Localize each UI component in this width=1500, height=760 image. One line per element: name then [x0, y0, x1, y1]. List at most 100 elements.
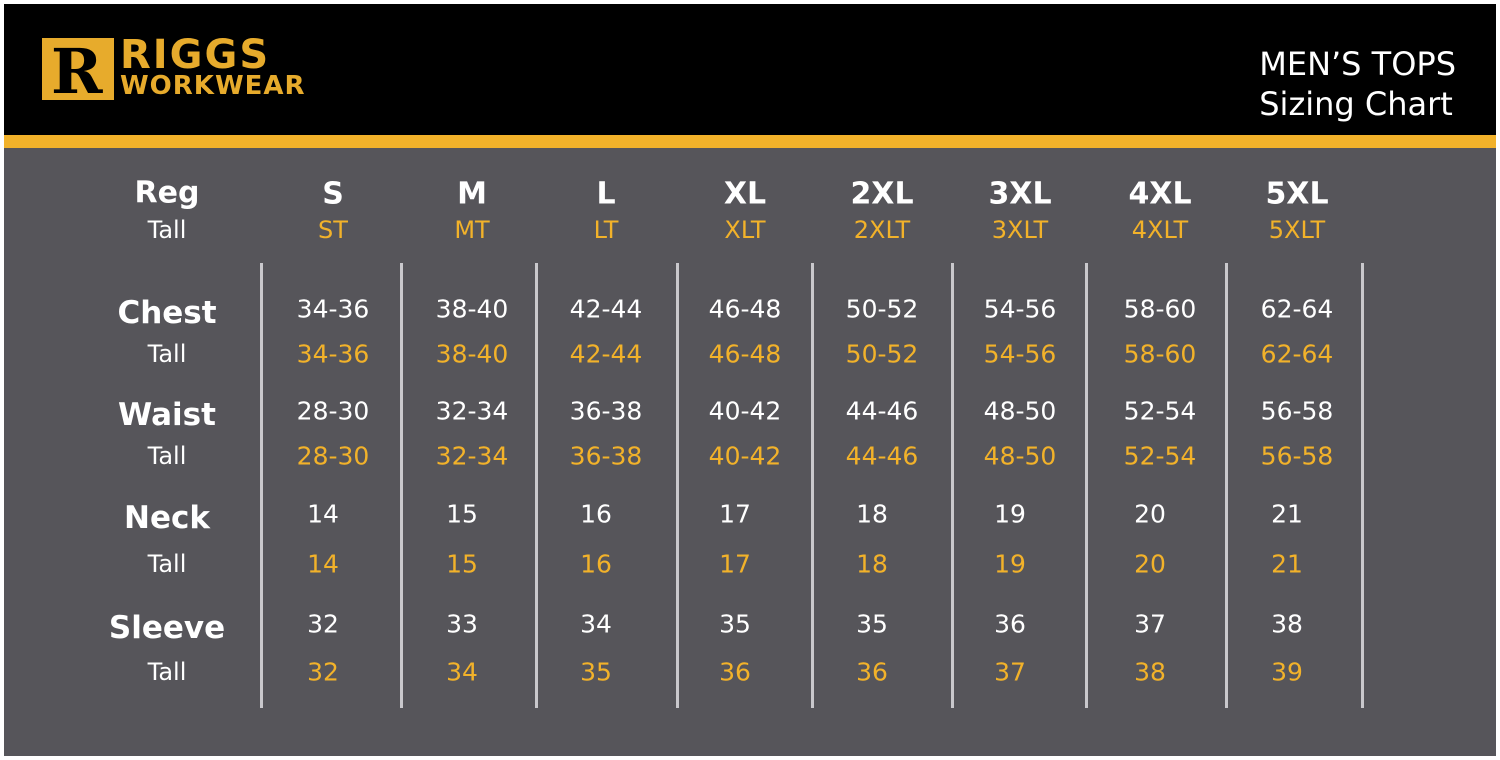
size-header: 2XL [850, 176, 914, 212]
r-logo-icon: R [42, 35, 114, 108]
regular-value: 34-36 [296, 294, 370, 324]
row-tall-label: Tall [147, 550, 187, 578]
regular-value: 14 [307, 499, 339, 529]
regular-value: 34 [580, 609, 612, 639]
tall-value: 14 [307, 549, 339, 579]
size-header: 5XL [1265, 176, 1329, 212]
regular-value: 18 [856, 499, 888, 529]
tall-value: 34-36 [296, 339, 370, 369]
tall-value: 42-44 [569, 339, 643, 369]
size-header: 4XL [1128, 176, 1192, 212]
regular-value: 56-58 [1260, 396, 1334, 426]
tall-value: 36-38 [569, 441, 643, 471]
column-divider [1361, 263, 1364, 708]
header-bar: R RIGGS WORKWEAR MEN’S TOPS Sizing Chart [4, 4, 1496, 135]
regular-value: 52-54 [1123, 396, 1197, 426]
tall-value: 52-54 [1123, 441, 1197, 471]
regular-value: 28-30 [296, 396, 370, 426]
regular-value: 35 [856, 609, 888, 639]
sizing-chart: R RIGGS WORKWEAR MEN’S TOPS Sizing Chart… [4, 4, 1496, 756]
logo-text-riggs: RIGGS [120, 32, 271, 78]
tall-header-label: Tall [147, 216, 187, 244]
tall-value: 40-42 [708, 441, 782, 471]
accent-stripe [4, 135, 1496, 148]
column-divider [260, 263, 263, 708]
tall-value: 44-46 [845, 441, 919, 471]
size-header: M [457, 176, 487, 212]
tall-value: 34 [446, 657, 478, 687]
reg-header-label: Reg [134, 175, 200, 211]
regular-value: 16 [580, 499, 612, 529]
regular-value: 32 [307, 609, 339, 639]
tall-value: 15 [446, 549, 478, 579]
regular-value: 54-56 [983, 294, 1057, 324]
chart-title: MEN’S TOPS Sizing Chart [1259, 44, 1456, 124]
tall-value: 32-34 [435, 441, 509, 471]
tall-value: 50-52 [845, 339, 919, 369]
row-label: Chest [117, 295, 217, 331]
tall-value: 36 [719, 657, 751, 687]
regular-value: 38 [1271, 609, 1303, 639]
tall-size-header: 4XLT [1131, 216, 1189, 244]
column-divider [676, 263, 679, 708]
tall-value: 21 [1271, 549, 1303, 579]
row-label: Neck [124, 500, 210, 536]
regular-value: 19 [994, 499, 1026, 529]
tall-size-header: XLT [724, 216, 766, 244]
regular-value: 15 [446, 499, 478, 529]
regular-value: 38-40 [435, 294, 509, 324]
tall-value: 38 [1134, 657, 1166, 687]
size-header: XL [723, 176, 767, 212]
tall-size-header: 3XLT [991, 216, 1049, 244]
tall-value: 56-58 [1260, 441, 1334, 471]
column-divider [951, 263, 954, 708]
tall-value: 20 [1134, 549, 1166, 579]
regular-value: 58-60 [1123, 294, 1197, 324]
tall-value: 16 [580, 549, 612, 579]
tall-value: 48-50 [983, 441, 1057, 471]
row-label: Waist [118, 397, 216, 433]
row-tall-label: Tall [147, 442, 187, 470]
column-divider [535, 263, 538, 708]
regular-value: 42-44 [569, 294, 643, 324]
row-tall-label: Tall [147, 658, 187, 686]
tall-value: 35 [580, 657, 612, 687]
column-divider [811, 263, 814, 708]
tall-value: 58-60 [1123, 339, 1197, 369]
regular-value: 17 [719, 499, 751, 529]
regular-value: 50-52 [845, 294, 919, 324]
row-label: Sleeve [108, 610, 226, 646]
row-tall-label: Tall [147, 340, 187, 368]
tall-value: 38-40 [435, 339, 509, 369]
title-line-2: Sizing Chart [1259, 85, 1453, 123]
tall-value: 17 [719, 549, 751, 579]
regular-value: 62-64 [1260, 294, 1334, 324]
size-header: S [322, 176, 344, 212]
regular-value: 44-46 [845, 396, 919, 426]
column-divider [400, 263, 403, 708]
tall-size-header: ST [318, 216, 348, 244]
regular-value: 37 [1134, 609, 1166, 639]
regular-value: 32-34 [435, 396, 509, 426]
tall-size-header: MT [454, 216, 490, 244]
tall-size-header: LT [593, 216, 619, 244]
regular-value: 36-38 [569, 396, 643, 426]
title-line-1: MEN’S TOPS [1259, 45, 1456, 83]
regular-value: 48-50 [983, 396, 1057, 426]
tall-value: 28-30 [296, 441, 370, 471]
column-divider [1225, 263, 1228, 708]
regular-value: 40-42 [708, 396, 782, 426]
tall-value: 46-48 [708, 339, 782, 369]
tall-value: 32 [307, 657, 339, 687]
tall-size-header: 5XLT [1268, 216, 1326, 244]
tall-value: 36 [856, 657, 888, 687]
tall-value: 37 [994, 657, 1026, 687]
tall-value: 19 [994, 549, 1026, 579]
tall-value: 62-64 [1260, 339, 1334, 369]
regular-value: 21 [1271, 499, 1303, 529]
column-divider [1085, 263, 1088, 708]
size-header: L [596, 176, 616, 212]
size-header: 3XL [988, 176, 1052, 212]
regular-value: 36 [994, 609, 1026, 639]
regular-value: 35 [719, 609, 751, 639]
